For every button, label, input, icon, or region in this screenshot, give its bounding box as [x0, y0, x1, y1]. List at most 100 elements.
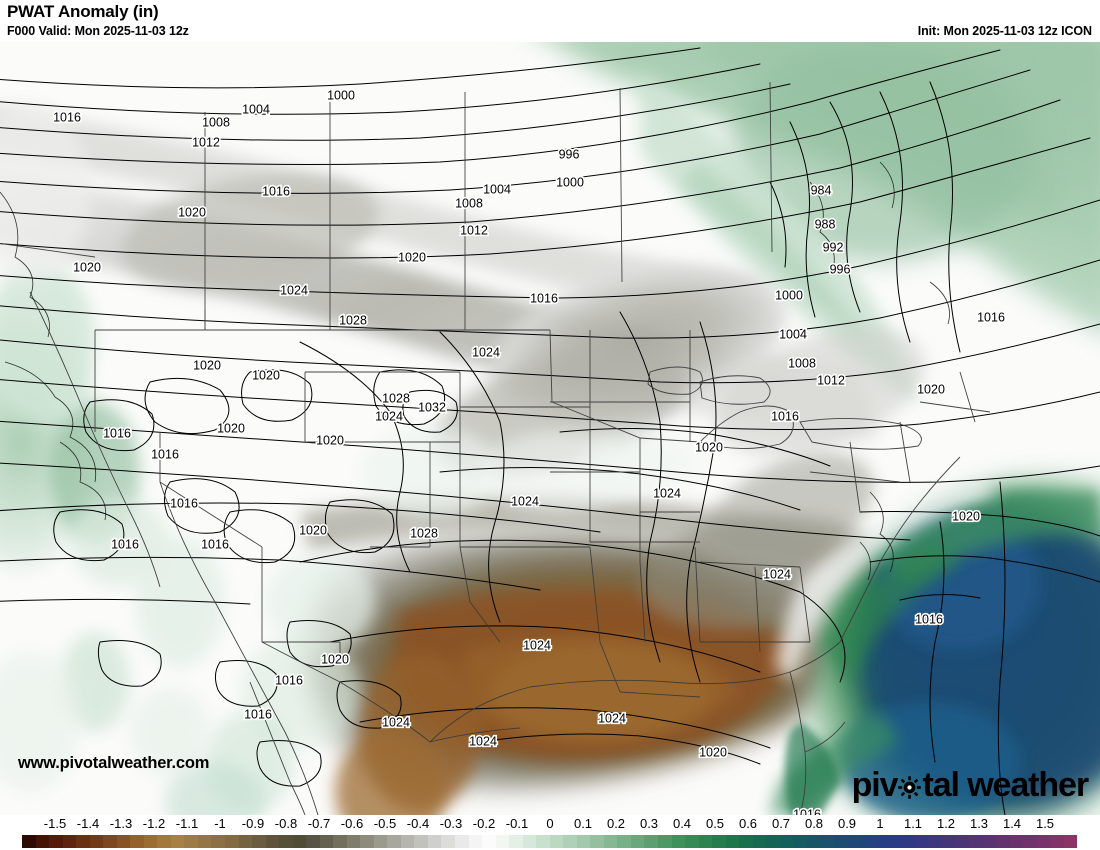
mslp-contour-label: 1028 [410, 526, 438, 540]
colorbar-swatch [685, 835, 699, 848]
colorbar-swatch [333, 835, 347, 848]
colorbar-swatch [860, 835, 875, 848]
colorbar-swatch [1050, 835, 1064, 848]
colorbar-tick: -0.2 [472, 816, 496, 831]
mslp-contour-label: 992 [823, 240, 844, 254]
colorbar-swatch [915, 835, 929, 848]
mslp-contour-label: 1016 [151, 447, 179, 461]
colorbar-swatches [22, 835, 1078, 848]
colorbar-tick: -0.3 [439, 816, 463, 831]
brand-text-pre: piv [851, 766, 899, 804]
colorbar-swatch [143, 835, 158, 848]
mslp-contour-label: 1016 [53, 110, 81, 124]
colorbar-tick: 0 [546, 816, 554, 831]
mslp-contour-label: 1020 [178, 205, 206, 219]
colorbar-swatch [752, 835, 767, 848]
colorbar-swatch [346, 835, 361, 848]
colorbar-swatch [576, 835, 591, 848]
colorbar-swatch [76, 835, 90, 848]
colorbar-swatch [1009, 835, 1024, 848]
mslp-contour-label: 1020 [73, 260, 101, 274]
mslp-contour-label: 1024 [280, 283, 308, 297]
colorbar-swatch [725, 835, 740, 848]
colorbar-tick: -1.3 [109, 816, 133, 831]
colorbar-swatch [1063, 835, 1078, 848]
colorbar-tick: 0.1 [573, 816, 593, 831]
mslp-contour-label: 1012 [817, 373, 845, 387]
mslp-contour-label: 1024 [472, 345, 500, 359]
colorbar-swatch [319, 835, 334, 848]
colorbar-swatch [224, 835, 239, 848]
political-borders [0, 81, 991, 815]
colorbar-swatch [739, 835, 753, 848]
mslp-contour-label: 1004 [779, 327, 807, 341]
mslp-contour-label: 1020 [695, 440, 723, 454]
map-canvas[interactable]: 1000 1004 1008 1016 1012 996 1000 984 1016 1004 10… [0, 42, 1100, 815]
mslp-contour-label: 1020 [398, 250, 426, 264]
colorbar-swatch [89, 835, 104, 848]
mslp-contour-label: 1000 [556, 175, 584, 189]
colorbar-swatch [982, 835, 997, 848]
colorbar-swatch [603, 835, 618, 848]
anomaly-shading-layer [0, 42, 1100, 815]
mslp-contour-label: 1028 [382, 391, 410, 405]
mslp-contour-label: 1000 [327, 88, 355, 102]
mslp-contour-label: 1016 [793, 807, 821, 815]
mslp-contour-label: 1024 [511, 494, 539, 508]
mslp-contour-label: 1016 [170, 496, 198, 510]
mslp-contour-label: 1016 [262, 184, 290, 198]
colorbar-tick: 1.4 [1002, 816, 1022, 831]
colorbar-swatch [509, 835, 523, 848]
colorbar-swatch [157, 835, 171, 848]
colorbar-swatch [955, 835, 970, 848]
colorbar-tick: -0.9 [241, 816, 265, 831]
colorbar-swatch [414, 835, 428, 848]
colorbar-tick: -1.5 [43, 816, 67, 831]
colorbar-swatch [901, 835, 916, 848]
colorbar-swatch [549, 835, 564, 848]
colorbar-swatch [482, 835, 496, 848]
colorbar-tick: 1 [876, 816, 884, 831]
site-url-watermark: www.pivotalweather.com [18, 754, 210, 772]
colorbar[interactable]: -1.5 -1.4 -1.3 -1.2 -1.1 -1 -0.9 -0.8 -0.7 -0.6 -0… [0, 815, 1100, 850]
colorbar-tick: -1.1 [175, 816, 199, 831]
colorbar-swatch [779, 835, 794, 848]
colorbar-swatch [130, 835, 144, 848]
colorbar-swatch [184, 835, 198, 848]
colorbar-tick: 0.4 [672, 816, 692, 831]
colorbar-swatch [712, 835, 726, 848]
colorbar-swatch [265, 835, 280, 848]
colorbar-swatch [671, 835, 686, 848]
colorbar-swatch [49, 835, 63, 848]
colorbar-swatch [1036, 835, 1051, 848]
coastline-detail [0, 161, 950, 581]
colorbar-tick: 0.6 [738, 816, 758, 831]
colorbar-tick: 0.5 [705, 816, 725, 831]
mslp-contour-label: 1020 [316, 433, 344, 447]
mslp-contour-label: 1016 [103, 426, 131, 440]
mslp-contour-label: 984 [811, 183, 832, 197]
colorbar-tick: -0.1 [505, 816, 529, 831]
colorbar-swatch [522, 835, 537, 848]
mslp-contour-label: 1024 [763, 567, 791, 581]
colorbar-swatch [373, 835, 388, 848]
mslp-contour-label: 1016 [111, 537, 139, 551]
colorbar-swatch [400, 835, 415, 848]
mslp-contour-label: 1016 [977, 310, 1005, 324]
colorbar-swatch [630, 835, 645, 848]
colorbar-swatch [969, 835, 983, 848]
brand-text-post: tal weather [922, 766, 1089, 804]
mslp-contour-label: 1008 [788, 356, 816, 370]
mslp-contour-label: 1020 [193, 358, 221, 372]
colorbar-swatch [806, 835, 821, 848]
colorbar-tick: -1.4 [76, 816, 100, 831]
mslp-contour-label: 1016 [244, 707, 272, 721]
colorbar-swatch [455, 835, 469, 848]
mslp-contour-label: 1016 [201, 537, 229, 551]
page-title: PWAT Anomaly (in) [7, 2, 159, 21]
colorbar-swatch [197, 835, 212, 848]
mslp-contour-label: 1020 [299, 523, 327, 537]
mslp-contour-label: 1012 [460, 223, 488, 237]
mslp-contour-label: 1024 [382, 715, 410, 729]
